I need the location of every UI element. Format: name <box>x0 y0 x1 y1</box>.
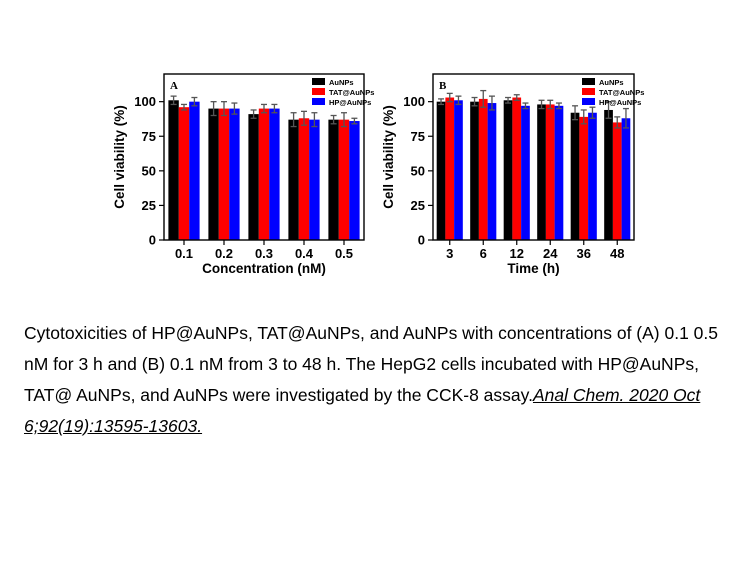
plot-frame <box>432 73 635 241</box>
bar-aunps-6 <box>470 101 479 241</box>
bar-hp-at-aunps-0.2 <box>229 108 240 240</box>
bar-tat-at-aunps-12 <box>512 97 522 241</box>
bar-hp-at-aunps-0.4 <box>309 119 320 240</box>
bar-hp-at-aunps-12 <box>521 105 530 240</box>
y-axis-label: Cell viability (%) <box>112 105 127 209</box>
bar-tat-at-aunps-24 <box>545 104 555 240</box>
legend-label: AuNPs <box>329 78 354 87</box>
bar-aunps-48 <box>604 109 613 240</box>
bar-aunps-12 <box>503 100 513 241</box>
legend-swatch-tat-at-aunps <box>312 88 325 95</box>
bar-aunps-0.3 <box>248 114 259 240</box>
bar-aunps-36 <box>570 112 580 240</box>
legend-swatch-hp-at-aunps <box>582 98 595 105</box>
figure: 0 25 50 75 100 0.1 0.2 0.3 0.4 0.5 Concentration (… <box>112 73 644 276</box>
bar-tat-at-aunps-0.4 <box>298 118 310 240</box>
bar-aunps-0.1 <box>168 100 179 241</box>
x-tick-label: 0.2 <box>215 246 233 261</box>
bar-aunps-0.5 <box>328 119 339 240</box>
legend-swatch-hp-at-aunps <box>312 98 325 105</box>
legend-swatch-tat-at-aunps <box>582 88 595 95</box>
x-tick-label: 0.1 <box>175 246 193 261</box>
citation-link[interactable]: Anal Chem. 2020 Oct 6;92(19):13595-13603… <box>24 385 701 436</box>
y-tick-label: 75 <box>142 129 156 144</box>
bar-tat-at-aunps-36 <box>579 116 589 240</box>
x-tick-label: 0.3 <box>255 246 273 261</box>
x-axis-label: Time (h) <box>507 261 559 276</box>
y-tick-label: 50 <box>411 163 425 178</box>
bar-hp-at-aunps-0.1 <box>189 101 200 241</box>
bar-tat-at-aunps-0.2 <box>218 108 230 240</box>
legend-swatch-aunps <box>582 78 595 85</box>
x-tick-label: 24 <box>543 246 558 261</box>
panel-label: B <box>439 80 447 92</box>
bar-hp-at-aunps-24 <box>554 105 564 240</box>
x-tick-label: 0.4 <box>295 246 314 261</box>
bar-tat-at-aunps-0.1 <box>178 107 190 240</box>
legend-label: HP@AuNPs <box>599 98 641 107</box>
bar-hp-at-aunps-36 <box>588 112 597 240</box>
legend-label: AuNPs <box>599 78 624 87</box>
bar-aunps-24 <box>537 104 546 240</box>
legend-swatch-aunps <box>312 78 325 85</box>
x-tick-label: 48 <box>610 246 624 261</box>
legend-label: TAT@AuNPs <box>329 88 374 97</box>
bar-tat-at-aunps-0.3 <box>258 108 270 240</box>
bar-tat-at-aunps-6 <box>478 98 488 241</box>
chart-panel-a: 0 25 50 75 100 0.1 0.2 0.3 0.4 0.5 Concentration (… <box>112 73 374 276</box>
y-tick-label: 0 <box>418 233 425 248</box>
figure-caption: Cytotoxicities of HP@AuNPs, TAT@AuNPs, a… <box>24 318 744 442</box>
bar-hp-at-aunps-0.5 <box>349 121 360 240</box>
y-tick-label: 0 <box>149 233 156 248</box>
bar-hp-at-aunps-3 <box>454 100 463 241</box>
y-axis-label: Cell viability (%) <box>381 105 396 209</box>
bar-hp-at-aunps-48 <box>621 118 631 240</box>
x-tick-label: 12 <box>510 246 524 261</box>
bar-aunps-3 <box>436 101 446 241</box>
legend-label: TAT@AuNPs <box>599 88 644 97</box>
bar-tat-at-aunps-0.5 <box>338 119 350 240</box>
y-tick-label: 25 <box>142 198 156 213</box>
bar-aunps-0.2 <box>208 108 219 240</box>
x-axis-label: Concentration (nM) <box>202 261 326 276</box>
x-tick-label: 0.5 <box>335 246 353 261</box>
bar-hp-at-aunps-0.3 <box>269 108 280 240</box>
x-tick-label: 3 <box>446 246 453 261</box>
y-tick-label: 100 <box>403 94 425 109</box>
x-tick-label: 6 <box>480 246 487 261</box>
y-tick-label: 100 <box>134 94 156 109</box>
y-tick-label: 25 <box>411 198 425 213</box>
panel-label: A <box>170 80 178 92</box>
y-tick-label: 50 <box>142 163 156 178</box>
bar-tat-at-aunps-3 <box>445 97 455 241</box>
bar-hp-at-aunps-6 <box>487 103 497 240</box>
bar-aunps-0.4 <box>288 119 299 240</box>
y-tick-label: 75 <box>411 129 425 144</box>
legend-label: HP@AuNPs <box>329 98 371 107</box>
x-tick-label: 36 <box>577 246 591 261</box>
caption-text: Cytotoxicities of HP@AuNPs, TAT@AuNPs, a… <box>24 323 719 405</box>
bar-tat-at-aunps-48 <box>612 122 622 240</box>
